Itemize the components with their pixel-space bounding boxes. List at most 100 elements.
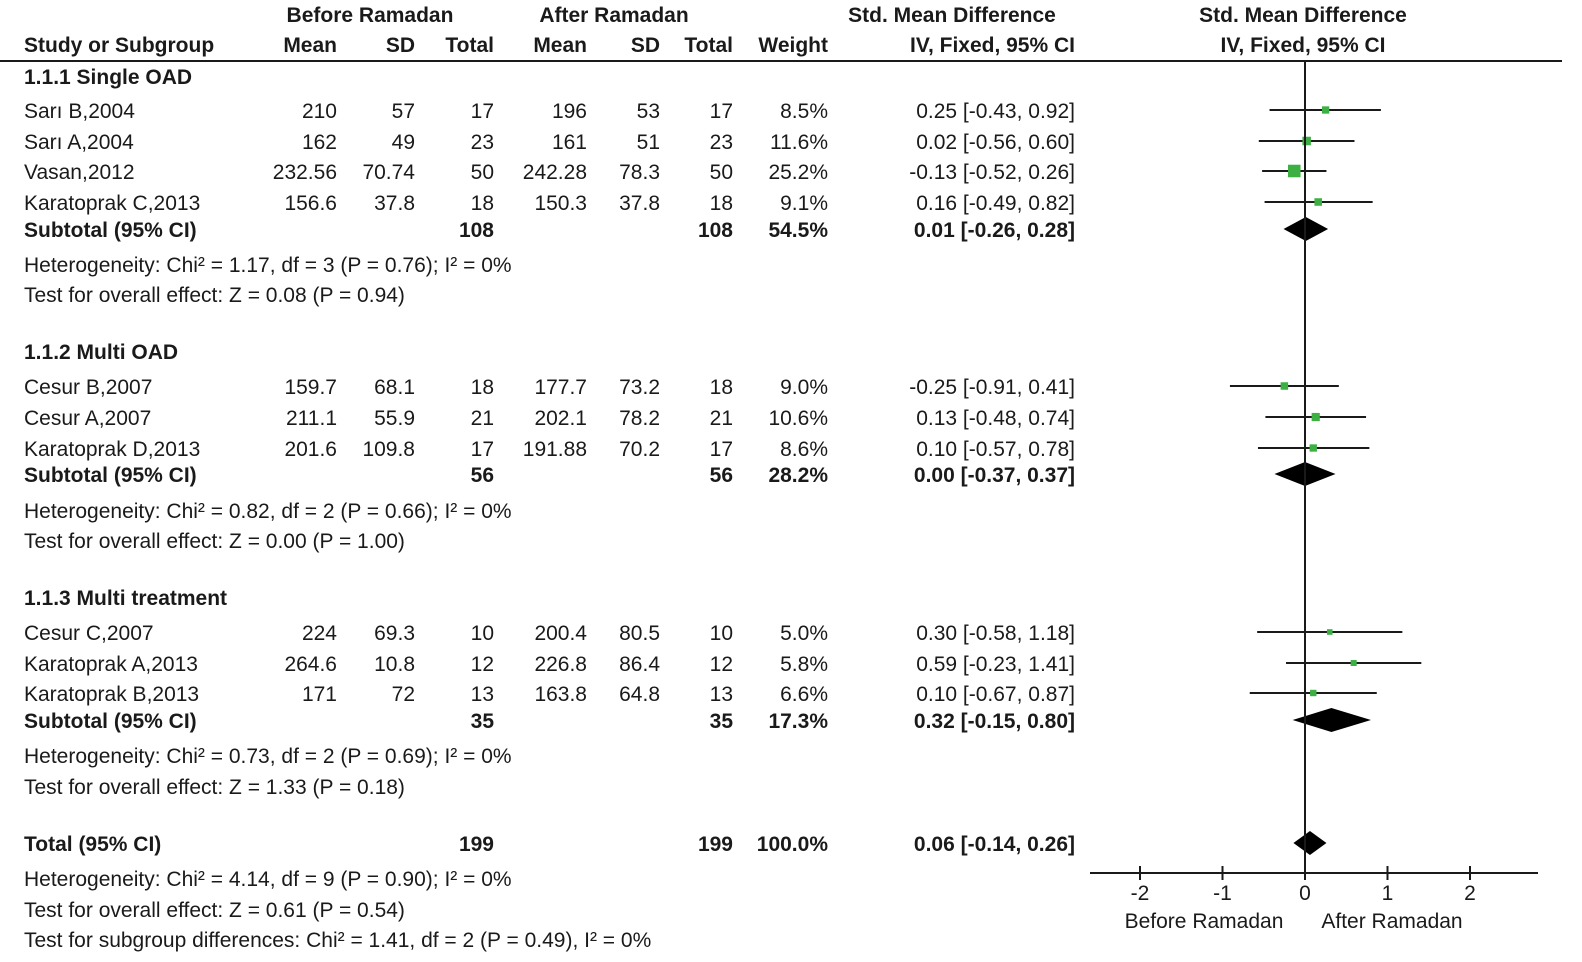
- study-sd-before: 69.3: [374, 622, 415, 645]
- study-point: [1311, 412, 1320, 422]
- study-effect-ci: 0.10 [-0.57, 0.78]: [916, 438, 1075, 461]
- total-total-before: 199: [459, 833, 494, 856]
- group-header-after: After Ramadan: [539, 4, 688, 27]
- effect-header-subtitle: IV, Fixed, 95% CI: [910, 34, 1075, 57]
- total-weight: 100.0%: [757, 833, 829, 856]
- study-name: Sarı B,2004: [24, 100, 135, 123]
- study-name: Karatoprak B,2013: [24, 683, 199, 706]
- study-sd-before: 109.8: [362, 438, 415, 461]
- study-mean-before: 156.6: [284, 192, 337, 215]
- study-point: [1280, 382, 1289, 390]
- subtotal-weight: 54.5%: [768, 219, 828, 242]
- heterogeneity-text: Heterogeneity: Chi² = 0.82, df = 2 (P = …: [24, 500, 512, 523]
- study-sd-after: 53: [637, 100, 660, 123]
- forest-marks: [1229, 61, 1422, 873]
- study-name: Sarı A,2004: [24, 131, 134, 154]
- study-weight: 10.6%: [768, 407, 828, 430]
- subtotal-diamond: [1292, 708, 1371, 732]
- study-effect-ci: 0.59 [-0.23, 1.41]: [916, 653, 1075, 676]
- subtotal-weight: 17.3%: [768, 710, 828, 733]
- col-header-mean-after: Mean: [533, 34, 587, 57]
- study-point: [1302, 136, 1311, 146]
- study-effect-ci: -0.25 [-0.91, 0.41]: [909, 376, 1075, 399]
- subgroup-differences-text: Test for subgroup differences: Chi² = 1.…: [24, 929, 651, 952]
- study-total-after: 10: [710, 622, 733, 645]
- subtotal-label: Subtotal (95% CI): [24, 710, 197, 733]
- study-name: Karatoprak A,2013: [24, 653, 198, 676]
- study-sd-before: 49: [392, 131, 415, 154]
- x-tick-label: 1: [1382, 882, 1394, 905]
- study-point: [1309, 444, 1317, 452]
- study-mean-before: 159.7: [284, 376, 337, 399]
- study-sd-after: 37.8: [619, 192, 660, 215]
- subgroup-title: 1.1.1 Single OAD: [24, 66, 192, 89]
- col-header-study: Study or Subgroup: [24, 34, 214, 57]
- heterogeneity-text: Heterogeneity: Chi² = 0.73, df = 2 (P = …: [24, 745, 512, 768]
- study-mean-after: 161: [552, 131, 587, 154]
- study-effect-ci: -0.13 [-0.52, 0.26]: [909, 161, 1075, 184]
- study-mean-after: 163.8: [534, 683, 587, 706]
- subtotal-total-before: 56: [471, 464, 494, 487]
- subgroup-title: 1.1.2 Multi OAD: [24, 341, 178, 364]
- study-point: [1326, 629, 1333, 635]
- study-mean-after: 200.4: [534, 622, 587, 645]
- study-mean-after: 196: [552, 100, 587, 123]
- study-total-after: 17: [710, 438, 733, 461]
- study-sd-after: 80.5: [619, 622, 660, 645]
- x-tick-label: 0: [1299, 882, 1311, 905]
- col-header-weight: Weight: [758, 34, 828, 57]
- axis-label-left: Before Ramadan: [1125, 910, 1284, 933]
- subtotal-effect-ci: 0.32 [-0.15, 0.80]: [914, 710, 1075, 733]
- study-mean-before: 211.1: [286, 407, 337, 430]
- x-tick-label: -1: [1213, 882, 1232, 905]
- study-mean-after: 191.88: [523, 438, 587, 461]
- study-total-before: 12: [471, 653, 494, 676]
- total-overall-effect-text: Test for overall effect: Z = 0.61 (P = 0…: [24, 899, 405, 922]
- study-mean-before: 162: [302, 131, 337, 154]
- study-mean-before: 224: [302, 622, 337, 645]
- study-weight: 8.5%: [780, 100, 828, 123]
- subtotal-total-after: 108: [698, 219, 733, 242]
- study-total-before: 13: [471, 683, 494, 706]
- study-mean-before: 171: [302, 683, 337, 706]
- col-header-total-before: Total: [445, 34, 494, 57]
- study-name: Cesur A,2007: [24, 407, 151, 430]
- effect-header-title: Std. Mean Difference: [848, 4, 1056, 27]
- study-total-before: 17: [471, 438, 494, 461]
- overall-effect-text: Test for overall effect: Z = 0.08 (P = 0…: [24, 284, 405, 307]
- plot-header-title: Std. Mean Difference: [1199, 4, 1407, 27]
- study-sd-before: 72: [392, 683, 415, 706]
- overall-effect-text: Test for overall effect: Z = 1.33 (P = 0…: [24, 776, 405, 799]
- study-mean-before: 264.6: [284, 653, 337, 676]
- col-header-sd-before: SD: [386, 34, 415, 57]
- study-weight: 5.8%: [780, 653, 828, 676]
- study-total-before: 10: [471, 622, 494, 645]
- study-name: Cesur C,2007: [24, 622, 154, 645]
- study-point: [1321, 106, 1330, 114]
- study-sd-before: 68.1: [374, 376, 415, 399]
- study-point: [1288, 164, 1301, 178]
- study-total-after: 21: [710, 407, 733, 430]
- study-sd-after: 78.2: [619, 407, 660, 430]
- study-total-before: 50: [471, 161, 494, 184]
- study-name: Karatoprak D,2013: [24, 438, 200, 461]
- study-weight: 9.1%: [780, 192, 828, 215]
- study-effect-ci: 0.13 [-0.48, 0.74]: [916, 407, 1075, 430]
- col-header-total-after: Total: [684, 34, 733, 57]
- total-total-after: 199: [698, 833, 733, 856]
- study-effect-ci: 0.25 [-0.43, 0.92]: [916, 100, 1075, 123]
- study-mean-before: 210: [302, 100, 337, 123]
- study-total-before: 21: [471, 407, 494, 430]
- study-effect-ci: 0.16 [-0.49, 0.82]: [916, 192, 1075, 215]
- study-mean-before: 201.6: [284, 438, 337, 461]
- study-sd-after: 51: [637, 131, 660, 154]
- study-total-after: 18: [710, 192, 733, 215]
- study-mean-after: 202.1: [534, 407, 587, 430]
- study-point: [1310, 689, 1317, 697]
- study-effect-ci: 0.10 [-0.67, 0.87]: [916, 683, 1075, 706]
- study-total-after: 17: [710, 100, 733, 123]
- study-total-after: 23: [710, 131, 733, 154]
- study-mean-before: 232.56: [273, 161, 337, 184]
- subtotal-label: Subtotal (95% CI): [24, 464, 197, 487]
